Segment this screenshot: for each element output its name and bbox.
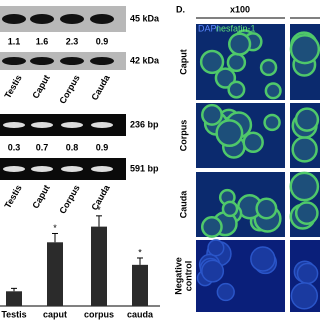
tubule: [200, 216, 223, 238]
bar: [91, 226, 107, 306]
tubule: [207, 239, 225, 257]
gel-band: [91, 122, 113, 128]
blot-band: [90, 57, 114, 65]
lane-label: Corpus: [57, 73, 81, 105]
blot-band: [30, 57, 54, 65]
lane-label: Caput: [30, 73, 51, 100]
lane-label: Corpus: [57, 183, 81, 215]
magnification: x100: [230, 4, 250, 14]
tubule: [294, 201, 319, 226]
tubule: [259, 58, 278, 77]
tubule: [255, 197, 278, 220]
tubule: [226, 52, 247, 73]
tubule: [199, 49, 225, 75]
tubule: [201, 103, 223, 126]
bar: [132, 264, 148, 306]
tubule: [216, 282, 235, 302]
gel-band: [91, 166, 113, 172]
band-size: 42 kDa: [130, 55, 160, 65]
lane-label: Testis: [2, 73, 23, 100]
lane-label: Cauda: [89, 182, 112, 212]
ratio: 0.9: [96, 36, 109, 46]
ratio: 2.3: [66, 36, 79, 46]
row-label: Corpus: [178, 120, 188, 152]
row-label: Cauda: [178, 190, 188, 219]
ratio: 1.6: [36, 36, 49, 46]
row-label: control: [183, 261, 193, 292]
band-size: 236 bp: [130, 119, 159, 129]
panel-label: D.: [176, 4, 185, 14]
bar: [6, 291, 22, 306]
tubule: [290, 282, 319, 310]
tubule: [221, 200, 239, 218]
x-label: cauda: [127, 309, 154, 319]
blot-band: [60, 14, 84, 24]
legend-nesfatin: nesfatin-1: [216, 23, 256, 33]
row-label: Negative: [173, 257, 183, 295]
gel-band: [31, 122, 53, 128]
gel-band: [61, 122, 83, 128]
tubule: [289, 171, 320, 202]
band-size: 45 kDa: [130, 13, 160, 23]
tubule: [263, 113, 281, 132]
x-label: Testis: [1, 309, 26, 319]
tubule: [227, 80, 246, 99]
tubule: [228, 32, 252, 56]
tubule: [294, 107, 320, 132]
gel-band: [3, 122, 25, 128]
tubule: [264, 82, 282, 100]
tubule: [289, 33, 320, 65]
blot-band: [60, 57, 84, 65]
tubule: [242, 131, 264, 153]
ratio: 0.7: [36, 142, 49, 152]
tubule: [201, 259, 225, 283]
blot-band: [90, 14, 114, 24]
lane-label: Cauda: [89, 72, 112, 102]
ratio: 0.9: [96, 142, 109, 152]
tubule: [291, 136, 318, 163]
x-label: caput: [43, 309, 67, 319]
ratio: 0.3: [8, 142, 21, 152]
significance: *: [138, 247, 142, 257]
blot-band: [30, 14, 54, 24]
significance: *: [97, 205, 101, 215]
lane-label: Caput: [30, 183, 51, 210]
x-label: corpus: [84, 309, 114, 319]
ratio: 1.1: [8, 36, 21, 46]
bar: [47, 242, 63, 306]
row-label: Caput: [178, 49, 188, 75]
legend-dapi: DAPI: [198, 23, 219, 33]
blot-band: [2, 57, 26, 65]
tubule: [215, 119, 244, 148]
tubule: [250, 246, 276, 272]
tubule: [296, 262, 319, 285]
blot-band: [2, 14, 26, 24]
gel-band: [3, 166, 25, 172]
gel-band: [61, 166, 83, 172]
tubule: [214, 67, 237, 89]
lane-label: Testis: [2, 183, 23, 210]
gel-band: [31, 166, 53, 172]
ratio: 0.8: [66, 142, 79, 152]
band-size: 591 bp: [130, 163, 159, 173]
significance: *: [53, 223, 57, 233]
